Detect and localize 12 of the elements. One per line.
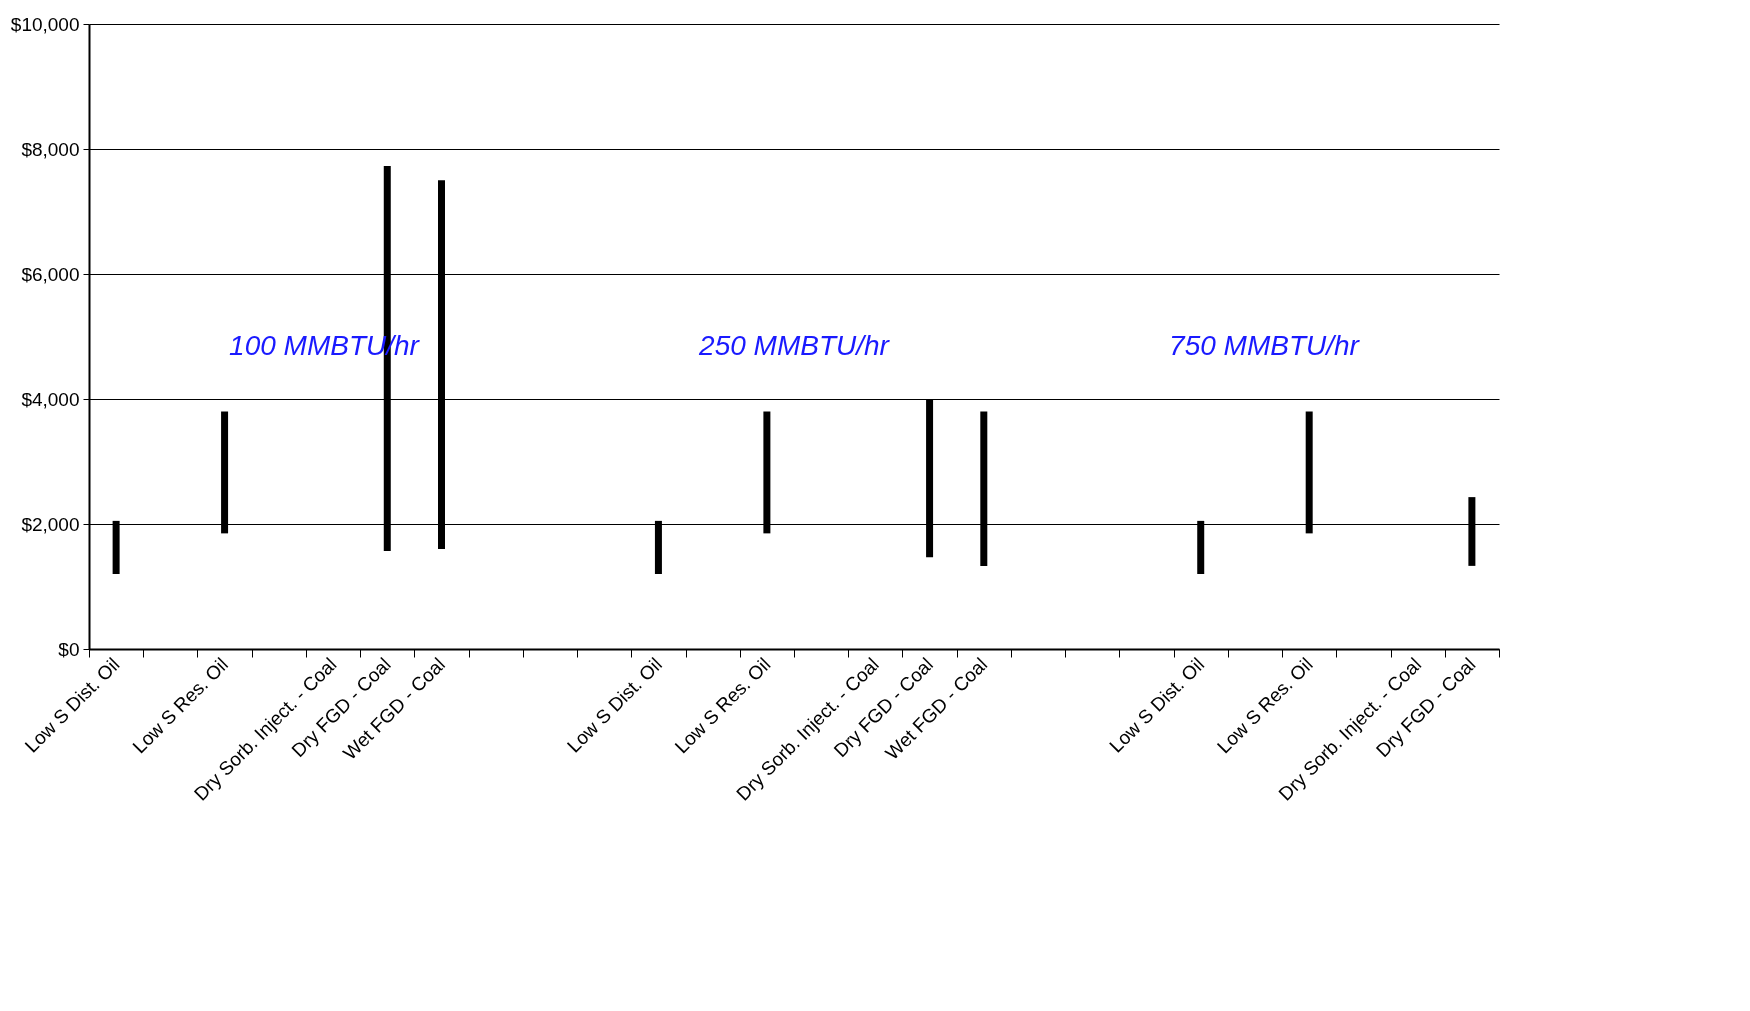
y-tick-label: $10,000 [10, 13, 80, 35]
y-tick-label: $6,000 [21, 263, 80, 285]
x-tick-label: Low S Dist. Oil [563, 653, 666, 757]
y-tick-label: $2,000 [21, 513, 80, 535]
y-tick-label: $0 [58, 638, 80, 660]
x-tick-label: Low S Res. Oil [670, 653, 775, 758]
x-tick-label: Low S Res. Oil [1213, 653, 1317, 758]
x-tick-label: Low S Dist. Oil [1105, 653, 1209, 757]
y-tick-label: $4,000 [21, 388, 80, 410]
annotation: 250 MMBTU/hr [698, 330, 891, 362]
y-tick-label: $8,000 [21, 138, 80, 160]
annotation: 750 MMBTU/hr [1169, 330, 1361, 362]
